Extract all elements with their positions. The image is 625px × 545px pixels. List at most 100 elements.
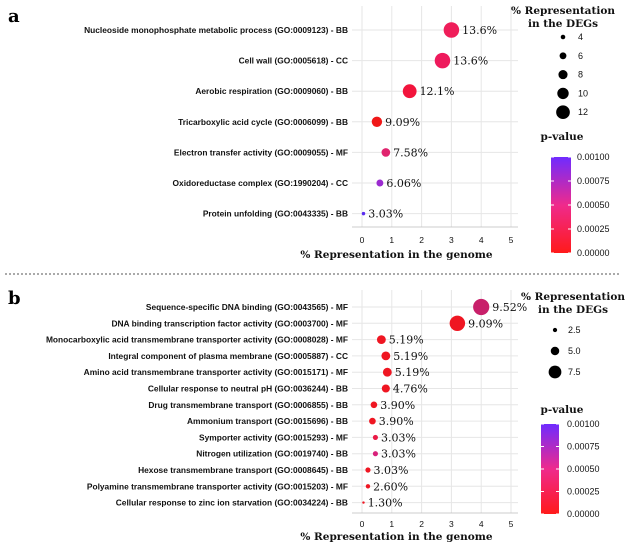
size-legend-dot (558, 70, 568, 80)
x-tick-label: 2 (419, 519, 424, 529)
size-legend-dot (550, 346, 560, 356)
category-label: Amino acid transmembrane transporter act… (84, 367, 348, 377)
data-label: 5.19% (393, 350, 428, 363)
data-label: 4.76% (393, 383, 428, 396)
color-legend-label: 0.00025 (577, 224, 610, 234)
size-legend-dot (560, 34, 566, 40)
size-legend-dot (559, 52, 567, 60)
x-axis-title: % Representation in the genome (300, 531, 492, 543)
size-legend-label: 6 (578, 51, 583, 61)
data-point (434, 52, 451, 69)
size-legend-title: in the DEGs (538, 304, 608, 316)
category-label: Drug transmembrane transport (GO:0006855… (148, 400, 348, 410)
color-legend-label: 0.00050 (567, 464, 600, 474)
plot-background (352, 290, 518, 513)
color-legend-label: 0.00075 (567, 442, 600, 452)
size-legend-label: 10 (578, 88, 588, 98)
category-label: Sequence-specific DNA binding (GO:004356… (146, 302, 348, 312)
x-tick-label: 1 (389, 519, 394, 529)
data-label: 9.09% (385, 116, 420, 129)
color-legend-bar (541, 424, 559, 514)
size-legend-title: in the DEGs (528, 18, 598, 30)
data-label: 13.6% (453, 55, 488, 68)
data-label: 1.30% (368, 497, 403, 510)
size-legend-label: 12 (578, 107, 588, 117)
category-label: Integral component of plasma membrane (G… (108, 351, 348, 361)
category-label: Aerobic respiration (GO:0009060) - BB (195, 86, 348, 96)
category-label: Tricarboxylic acid cycle (GO:0006099) - … (178, 117, 348, 127)
data-point (371, 116, 383, 127)
data-point (381, 148, 391, 157)
panel-letter-b: b (8, 288, 21, 309)
panel-letter-a: a (8, 6, 20, 27)
color-legend-label: 0.00000 (567, 509, 600, 519)
color-legend-title: p-value (541, 131, 584, 143)
x-tick-label: 0 (360, 235, 365, 245)
data-point (473, 298, 490, 316)
category-label: Monocarboxylic acid transmembrane transp… (46, 335, 348, 345)
data-point (449, 315, 466, 332)
category-label: Hexose transmembrane transport (GO:00086… (138, 465, 348, 475)
data-point (443, 22, 460, 38)
color-legend-label: 0.00000 (577, 248, 610, 258)
size-legend-label: 8 (578, 70, 583, 80)
data-point (382, 367, 392, 377)
data-label: 5.19% (389, 334, 424, 347)
data-label: 3.03% (381, 431, 416, 444)
data-label: 6.06% (386, 177, 421, 190)
data-point (365, 467, 371, 473)
plot-background (352, 6, 518, 227)
data-point (361, 211, 366, 216)
category-label: Cellular response to neutral pH (GO:0036… (148, 384, 348, 394)
color-legend-title: p-value (541, 404, 584, 416)
data-point (369, 417, 376, 425)
color-legend-label: 0.00100 (577, 152, 610, 162)
data-label: 9.09% (468, 317, 503, 330)
x-tick-label: 4 (479, 519, 484, 529)
data-point (365, 484, 371, 489)
category-label: Nitrogen utilization (GO:0019740) - BB (196, 449, 348, 459)
category-label: DNA binding transcription factor activit… (111, 318, 348, 328)
data-point (376, 179, 384, 187)
data-point (402, 84, 417, 99)
size-legend-label: 5.0 (568, 346, 581, 356)
size-legend-title: % Representation (511, 5, 615, 17)
category-label: Oxidoreductase complex (GO:1990204) - CC (173, 178, 348, 188)
category-label: Electron transfer activity (GO:0009055) … (174, 147, 348, 157)
size-legend-dot (557, 87, 569, 100)
x-axis-title: % Representation in the genome (300, 249, 492, 261)
color-legend-label: 0.00025 (567, 487, 600, 497)
data-label: 3.03% (368, 208, 403, 221)
data-point (376, 335, 386, 345)
data-point (381, 351, 391, 361)
category-label: Protein unfolding (GO:0043335) - BB (203, 209, 348, 219)
data-point (381, 384, 390, 393)
size-legend-label: 2.5 (568, 325, 581, 335)
data-point (370, 401, 378, 409)
color-legend-bar (551, 157, 571, 253)
x-tick-label: 1 (389, 235, 394, 245)
size-legend-label: 4 (578, 32, 583, 42)
x-tick-label: 5 (509, 519, 514, 529)
data-label: 5.19% (395, 366, 430, 379)
data-label: 12.1% (420, 85, 455, 98)
x-tick-label: 5 (509, 235, 514, 245)
data-point (362, 501, 365, 504)
data-label: 3.90% (379, 415, 414, 428)
size-legend-dot (548, 365, 562, 379)
data-label: 7.58% (393, 146, 428, 159)
x-tick-label: 3 (449, 235, 454, 245)
category-label: Symporter activity (GO:0015293) - MF (199, 432, 348, 442)
panel-b: b 0 1 2 3 4 5 Sequence-specific DNA binding (GO… (8, 288, 625, 543)
x-tick-label: 3 (449, 519, 454, 529)
data-point (372, 451, 378, 457)
data-label: 3.03% (374, 464, 409, 477)
data-point (372, 434, 378, 440)
category-label: Cellular response to zinc ion starvation… (116, 498, 348, 508)
category-label: Cell wall (GO:0005618) - CC (239, 56, 348, 66)
size-legend-dot (556, 105, 570, 120)
x-tick-label: 0 (360, 519, 365, 529)
x-tick-label: 2 (419, 235, 424, 245)
data-label: 13.6% (462, 24, 497, 37)
